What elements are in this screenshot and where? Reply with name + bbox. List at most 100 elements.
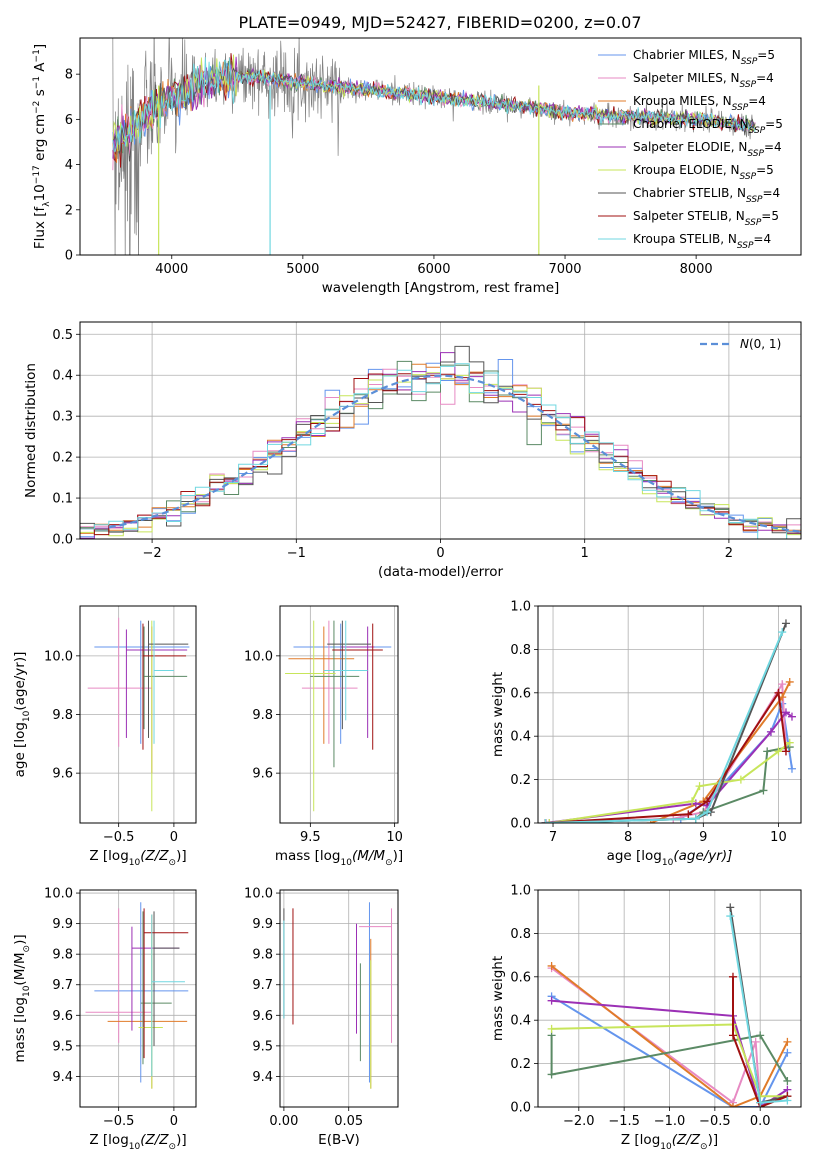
label-part: SSP [745,218,762,228]
label-part: −1 [32,76,42,89]
y-tick-label: 4 [65,158,73,173]
mass-weight-marker-3 [756,1031,765,1040]
mass-weight-marker-5 [695,782,704,791]
label-part: Z [log [89,1132,128,1148]
label-part: (Z/Z [140,848,169,864]
x-tick-label: 0 [436,546,444,561]
y-tick-label: 9.5 [52,1039,73,1054]
mass-weight-marker-6 [726,903,735,912]
y-tick-label: 10.0 [244,887,273,902]
y-tick-label: 9.4 [252,1070,273,1085]
figure-title: PLATE=0949, MJD=52427, FIBERID=0200, z=0… [238,13,641,32]
label-part: )] [393,848,404,864]
mass-weight-line-8 [545,631,784,823]
mass-weight-line-0 [551,995,789,1107]
mass-weight-marker-4 [787,712,796,721]
y-tick-label: 0.1 [52,492,73,507]
mass-weight-marker-4 [781,708,790,717]
x-tick-label: 9 [699,830,707,845]
mass-weight-marker-7 [728,1031,737,1040]
x-axis-label: Z [log10(Z/Z⊙)] [89,848,186,868]
x-tick-label: 5000 [286,262,319,277]
label-part: =4 [748,94,766,108]
mass-weight-marker-5 [688,797,697,806]
label-part: 10 [129,1142,141,1152]
mass-weight-marker-8 [783,1096,792,1105]
label-part: 10 [662,858,674,868]
axes-frame [279,605,399,824]
mass-weight-marker-8 [756,1098,765,1107]
mass-weight-marker-5 [545,819,554,823]
y-tick-label: 9.6 [252,1009,273,1024]
x-axis-label: E(B-V) [318,1132,360,1148]
plot-area [112,38,756,255]
y-tick-label: 9.5 [252,1039,273,1054]
y-tick-label: 0.2 [510,773,531,788]
y-tick-label: 9.7 [52,978,73,993]
label-part: SSP [747,149,764,159]
x-axis-label: (data-model)/error [378,564,504,580]
y-tick-label: 1.0 [510,600,531,615]
mass-weight-marker-4 [547,996,556,1005]
legend-entry-6: Chabrier STELIB, NSSP=4 [633,186,780,205]
label-part: (age/yr)] [673,848,732,864]
plot-area [80,345,801,539]
label-part: =5 [761,209,779,223]
label-part: Salpeter ELODIE, N [633,140,747,154]
x-tick-label: 8 [624,830,632,845]
x-tick-label: −0.5 [103,1114,135,1129]
label-part: SSP [740,80,757,90]
mass-weight-marker-5 [736,775,745,784]
label-part: (age/yr)] [12,652,28,711]
mass-weight-marker-8 [726,912,735,921]
y-tick-label: 0.6 [510,686,531,701]
label-part: Z [log [621,1132,660,1148]
label-part: 10 [129,858,141,868]
label-part: SSP [732,103,749,113]
mass-weight-marker-8 [691,814,700,823]
x-tick-label: −0.5 [699,1114,731,1129]
mass-weight-marker-7 [781,747,790,756]
label-part: wavelength [Angstrom, rest frame] [322,280,560,296]
mass-weight-marker-6 [781,619,790,628]
mass-weight-marker-1 [778,680,787,689]
axes-frame [79,889,197,1108]
mass-weight-marker-5 [785,738,794,747]
x-axis-label: wavelength [Angstrom, rest frame] [322,280,560,296]
mass-weight-line-4 [545,710,793,823]
y-tick-label: 9.9 [252,917,273,932]
legend-entry-5: Kroupa ELODIE, NSSP=5 [633,163,774,182]
chart-mass_vs_Z: −0.5 09.49.59.69.79.89.910.0Z [log10(Z/Z⊙… [12,887,197,1152]
mass-weight-marker-2 [547,961,556,970]
label-part: 10 [32,184,48,201]
mass-weight-marker-2 [783,1037,792,1046]
axes-frame [279,889,399,1108]
normal-pdf-line [108,374,801,533]
x-tick-label: 2 [725,546,733,561]
y-tick-label: 0.0 [510,1101,531,1116]
model-spectrum-line-6 [112,59,756,162]
label-part: mass weight [490,956,506,1041]
x-tick-label: 10 [770,830,787,845]
y-tick-label: 0.4 [510,1014,531,1029]
y-tick-label: 6 [65,113,73,128]
y-tick-label: 9.6 [252,767,273,782]
y-tick-label: 0.5 [52,328,73,343]
label-part: mass [log [12,997,28,1063]
label-part: Kroupa MILES, N [633,94,732,108]
label-part: =4 [764,140,782,154]
y-axis-label: mass [log10(M/M⊙)] [12,934,32,1062]
label-part: =4 [763,186,781,200]
label-part: −2 [32,101,42,114]
y-axis-label: Normed distribution [23,363,39,498]
axes-frame [79,321,802,540]
mass-weight-marker-5 [774,747,783,756]
mass-weight-marker-3 [783,1076,792,1085]
mass-weight-marker-7 [684,810,693,819]
label-part: 10 [340,858,352,868]
mass-weight-marker-0 [787,764,796,773]
chart-age_vs_Z: −0.5 09.69.810.0Z [log10(Z/Z⊙)]age [log10… [12,605,197,868]
plot-area [285,620,392,812]
legend-entry-2: Kroupa MILES, NSSP=4 [633,94,766,113]
